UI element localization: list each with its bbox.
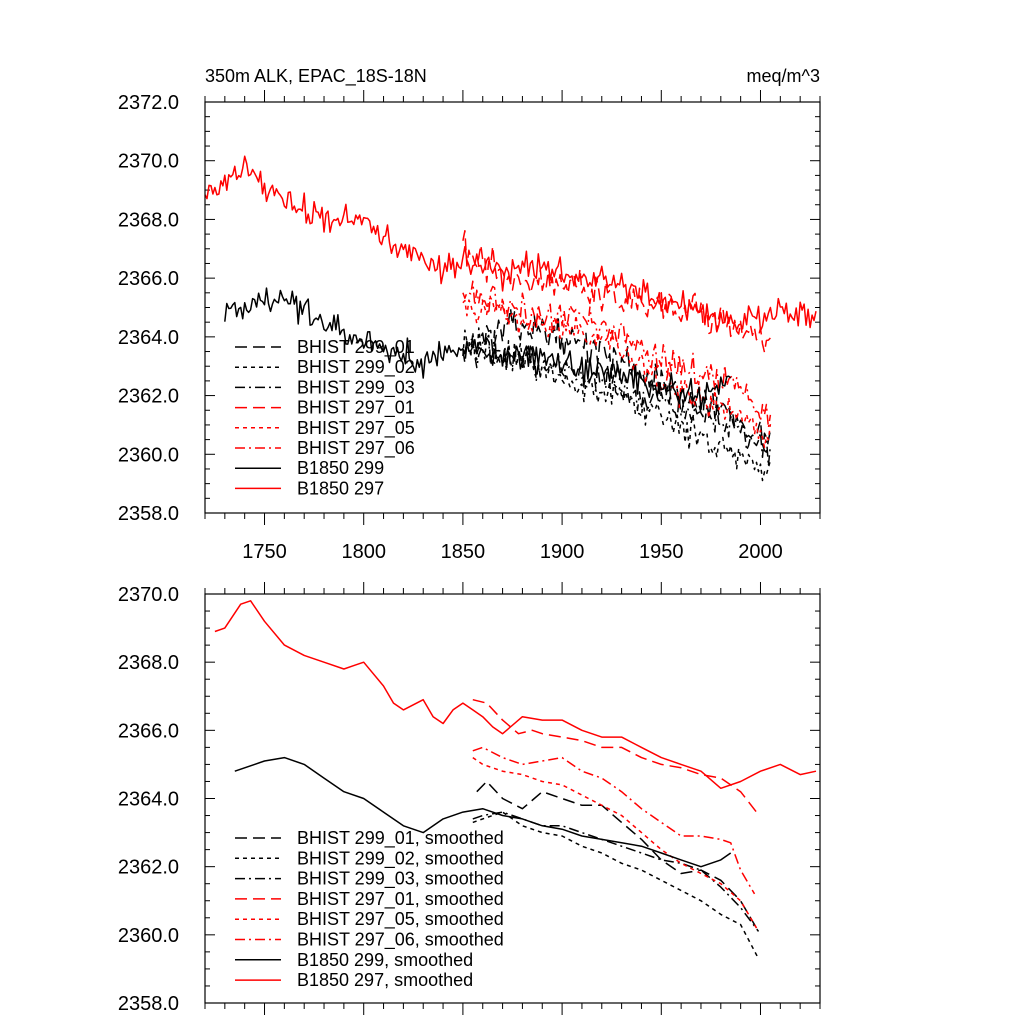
legend-label: B1850 299, smoothed [297,950,473,970]
bottom-chart-frame [204,593,821,1004]
x-tick-label: 1750 [242,541,287,563]
y-tick-label: 2366.0 [118,720,179,742]
top-chart-frame [204,101,821,514]
top-chart-title: 350m ALK, EPAC_18S-18N [205,66,427,87]
series-line-bottom-5 [472,746,756,895]
top-chart-axes: 2358.0 2360.0 2362.0 2364.0 2366.0 2368.0 2370… [118,90,821,563]
legend-label: BHIST 297_01 [297,398,415,419]
top-chart-series [204,155,817,482]
y-tick-label: 2366.0 [118,268,179,290]
series-line-bottom-4 [472,756,760,932]
legend-label: BHIST 297_06, smoothed [297,930,504,951]
y-tick-label: 2368.0 [118,652,179,674]
y-tick-label: 2364.0 [118,789,179,811]
y-tick-label: 2360.0 [118,925,179,947]
legend-label: BHIST 297_01, smoothed [297,889,504,910]
legend-label: BHIST 299_03, smoothed [297,869,504,890]
legend-label: BHIST 297_05 [297,418,415,439]
x-tick-label: 2000 [738,541,783,563]
y-tick-label: 2370.0 [118,151,179,173]
series-line-bottom-6 [234,756,732,868]
legend-label: BHIST 299_01 [297,337,415,358]
legend-label: B1850 297 [297,478,384,498]
y-tick-label: 2370.0 [118,584,179,606]
x-tick-label: 1950 [639,541,684,563]
legend-label: BHIST 297_06 [297,438,415,459]
x-tick-label: 1900 [540,541,585,563]
series-line-top-3 [462,229,771,354]
legend-label: BHIST 299_02, smoothed [297,848,504,869]
top-chart-panel: 350m ALK, EPAC_18S-18N meq/m^3 2358.0 236… [118,66,821,563]
series-line-top-4 [462,296,772,449]
y-tick-label: 2358.0 [118,993,179,1015]
bottom-chart-series [214,600,817,960]
series-line-top-1 [462,327,772,482]
x-tick-label: 1800 [341,541,386,563]
legend-label: B1850 297, smoothed [297,970,473,990]
x-tick-label: 1850 [441,541,486,563]
legend-label: BHIST 299_03 [297,377,415,398]
series-line-top-6 [224,287,732,411]
series-line-bottom-0 [476,780,760,932]
series-line-bottom-1 [472,811,760,960]
bottom-chart-axes: 2358.0 2360.0 2362.0 2364.0 2366.0 2368.0 2370… [118,582,821,1015]
bottom-chart-panel: 2358.0 2360.0 2362.0 2364.0 2366.0 2368.0 2370… [118,582,821,1015]
y-tick-label: 2362.0 [118,857,179,879]
series-line-top-7 [204,155,817,333]
y-tick-label: 2362.0 [118,386,179,408]
y-tick-label: 2360.0 [118,444,179,466]
legend-label: BHIST 299_02 [297,357,415,378]
y-tick-label: 2364.0 [118,327,179,349]
y-tick-label: 2368.0 [118,209,179,231]
series-line-bottom-3 [472,698,758,813]
series-line-bottom-2 [472,811,760,932]
top-chart-units: meq/m^3 [747,66,820,86]
y-tick-label: 2372.0 [118,92,179,114]
legend-label: BHIST 297_05, smoothed [297,909,504,930]
legend-label: BHIST 299_01, smoothed [297,828,504,849]
y-tick-label: 2358.0 [118,503,179,525]
series-line-top-0 [462,307,772,453]
legend-label: B1850 299 [297,458,384,478]
series-line-bottom-7 [214,600,817,790]
series-line-top-2 [462,329,772,467]
